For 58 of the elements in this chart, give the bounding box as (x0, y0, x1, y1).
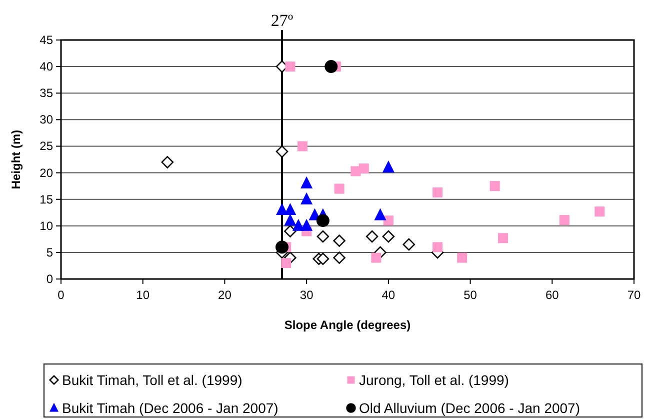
point (374, 208, 386, 220)
y-tick-label: 15 (40, 192, 54, 206)
x-tick-label: 0 (58, 288, 65, 302)
point (366, 230, 378, 243)
point (281, 258, 292, 268)
point (316, 214, 330, 228)
y-tick-label: 30 (40, 112, 54, 127)
point (333, 252, 346, 264)
point (276, 240, 289, 254)
x-tick-label: 20 (218, 288, 232, 302)
y-tick-label: 5 (46, 245, 54, 260)
x-tick-label: 50 (464, 288, 478, 302)
y-tick-label: 20 (40, 166, 54, 180)
point (358, 164, 369, 174)
ref-line-label: 27º (270, 11, 294, 30)
x-tick-label: 70 (627, 288, 641, 302)
x-axis-title: Slope Angle (degrees) (284, 318, 411, 332)
point (161, 156, 174, 168)
point (300, 176, 313, 188)
legend-label: Bukit Timah, Toll et al. (1999) (62, 372, 242, 388)
legend-label: Jurong, Toll et al. (1999) (359, 372, 509, 388)
point (490, 181, 500, 192)
point (276, 145, 288, 158)
point (300, 218, 313, 231)
point (297, 141, 308, 152)
point (284, 214, 296, 226)
y-tick-label: 25 (40, 139, 54, 154)
point (432, 187, 443, 198)
legend-label: Bukit Timah (Dec 2006 - Jan 2007) (62, 400, 278, 416)
y-axis-title: Height (m) (9, 130, 23, 190)
point (284, 225, 296, 238)
point (333, 234, 346, 247)
point (498, 233, 508, 244)
point (382, 160, 394, 172)
point (432, 242, 443, 252)
x-tick-label: 60 (545, 288, 560, 302)
point (316, 230, 330, 243)
point (316, 252, 330, 265)
point (383, 216, 394, 226)
point (559, 215, 570, 226)
legend-label: Old Alluvium (Dec 2006 - Jan 2007) (359, 400, 580, 416)
point (334, 184, 344, 194)
point (371, 252, 382, 263)
point (324, 60, 338, 74)
y-tick-label: 0 (46, 272, 54, 286)
x-tick-label: 30 (300, 288, 314, 302)
point (382, 230, 395, 243)
point (594, 206, 605, 217)
point (457, 252, 468, 263)
y-tick-label: 10 (40, 218, 54, 233)
x-tick-label: 10 (136, 288, 150, 302)
y-tick-label: 45 (40, 33, 54, 47)
point (402, 238, 416, 251)
x-tick-label: 40 (382, 288, 396, 302)
point (300, 192, 313, 204)
y-tick-label: 35 (40, 86, 54, 100)
point (285, 62, 296, 72)
y-tick-label: 40 (40, 60, 54, 74)
